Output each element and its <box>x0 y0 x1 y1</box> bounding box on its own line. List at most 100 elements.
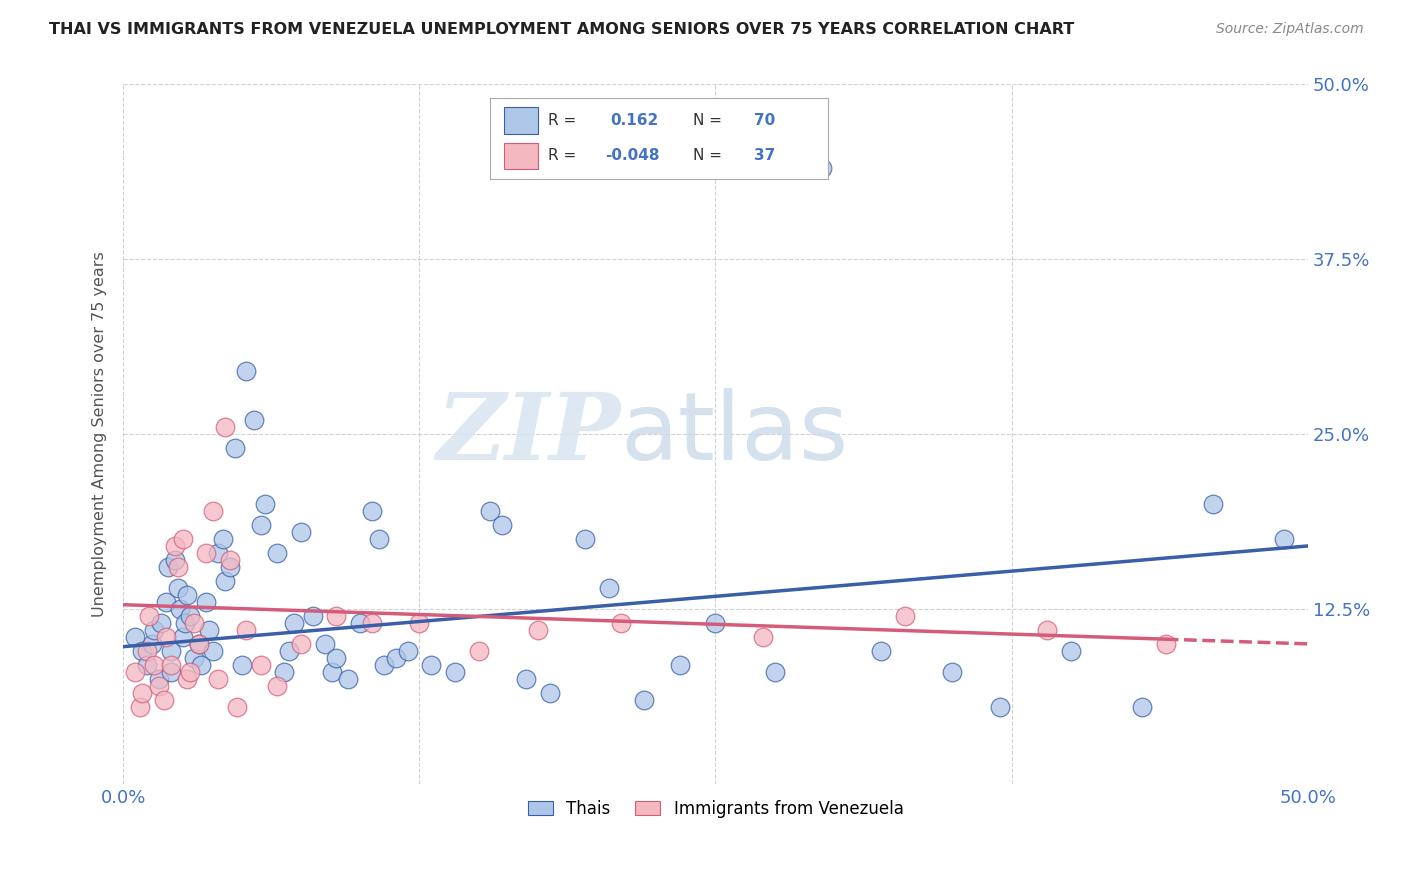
Point <box>148 679 170 693</box>
Point <box>444 665 467 679</box>
Point <box>763 665 786 679</box>
Point <box>214 574 236 588</box>
Point <box>219 560 242 574</box>
Point <box>373 657 395 672</box>
Point <box>124 665 146 679</box>
Point <box>172 532 194 546</box>
Point <box>152 693 174 707</box>
Text: Source: ZipAtlas.com: Source: ZipAtlas.com <box>1216 22 1364 37</box>
Point <box>159 657 181 672</box>
Text: THAI VS IMMIGRANTS FROM VENEZUELA UNEMPLOYMENT AMONG SENIORS OVER 75 YEARS CORRE: THAI VS IMMIGRANTS FROM VENEZUELA UNEMPL… <box>49 22 1074 37</box>
Point <box>278 644 301 658</box>
Point <box>172 630 194 644</box>
Point <box>408 615 430 630</box>
Text: ZIP: ZIP <box>436 389 620 479</box>
Point <box>226 699 249 714</box>
Point <box>165 539 187 553</box>
Point <box>143 657 166 672</box>
Point <box>235 364 257 378</box>
Point <box>325 651 347 665</box>
Point <box>176 588 198 602</box>
Point <box>183 651 205 665</box>
Point <box>219 553 242 567</box>
Point <box>207 546 229 560</box>
Point <box>273 665 295 679</box>
Point <box>598 581 620 595</box>
Point <box>527 623 550 637</box>
Point <box>128 699 150 714</box>
Point <box>159 644 181 658</box>
Point <box>131 686 153 700</box>
Point <box>1130 699 1153 714</box>
Point <box>179 665 201 679</box>
Point <box>157 560 180 574</box>
Point <box>124 630 146 644</box>
Point <box>159 665 181 679</box>
Point <box>202 504 225 518</box>
Point <box>314 637 336 651</box>
Point <box>131 644 153 658</box>
Point <box>1202 497 1225 511</box>
Point <box>479 504 502 518</box>
Point <box>361 504 384 518</box>
Point <box>420 657 443 672</box>
Point <box>811 161 834 176</box>
Point <box>704 615 727 630</box>
Point <box>195 595 218 609</box>
Point <box>143 623 166 637</box>
Point <box>290 637 312 651</box>
Legend: Thais, Immigrants from Venezuela: Thais, Immigrants from Venezuela <box>522 793 910 824</box>
Point <box>321 665 343 679</box>
Point <box>290 524 312 539</box>
Point <box>669 657 692 672</box>
Point <box>242 413 264 427</box>
Point <box>1154 637 1177 651</box>
Point <box>538 686 561 700</box>
Point <box>231 657 253 672</box>
Point <box>214 420 236 434</box>
Text: atlas: atlas <box>620 388 849 480</box>
Point <box>1036 623 1059 637</box>
Point <box>515 672 537 686</box>
Point <box>190 657 212 672</box>
Point <box>283 615 305 630</box>
Point <box>467 644 489 658</box>
Point <box>183 615 205 630</box>
Point <box>894 608 917 623</box>
Point <box>249 657 271 672</box>
Point <box>254 497 277 511</box>
Point <box>169 602 191 616</box>
Point <box>1060 644 1083 658</box>
Point <box>224 441 246 455</box>
Point <box>179 608 201 623</box>
Point <box>155 630 177 644</box>
Point <box>136 657 159 672</box>
Point <box>870 644 893 658</box>
Point <box>211 532 233 546</box>
Point <box>136 644 159 658</box>
Point <box>195 546 218 560</box>
Point <box>609 615 631 630</box>
Point <box>325 608 347 623</box>
Point <box>176 672 198 686</box>
Point <box>941 665 963 679</box>
Point <box>207 672 229 686</box>
Point <box>301 608 323 623</box>
Point <box>1272 532 1295 546</box>
Point <box>752 630 775 644</box>
Point <box>384 651 406 665</box>
Point <box>166 560 188 574</box>
Point <box>155 595 177 609</box>
Point <box>138 608 160 623</box>
Point <box>361 615 384 630</box>
Point <box>574 532 596 546</box>
Point <box>188 637 211 651</box>
Point <box>249 518 271 533</box>
Point <box>165 553 187 567</box>
Point <box>988 699 1011 714</box>
Point <box>633 693 655 707</box>
Point <box>202 644 225 658</box>
Point <box>368 532 391 546</box>
Point <box>166 581 188 595</box>
Point <box>141 637 163 651</box>
